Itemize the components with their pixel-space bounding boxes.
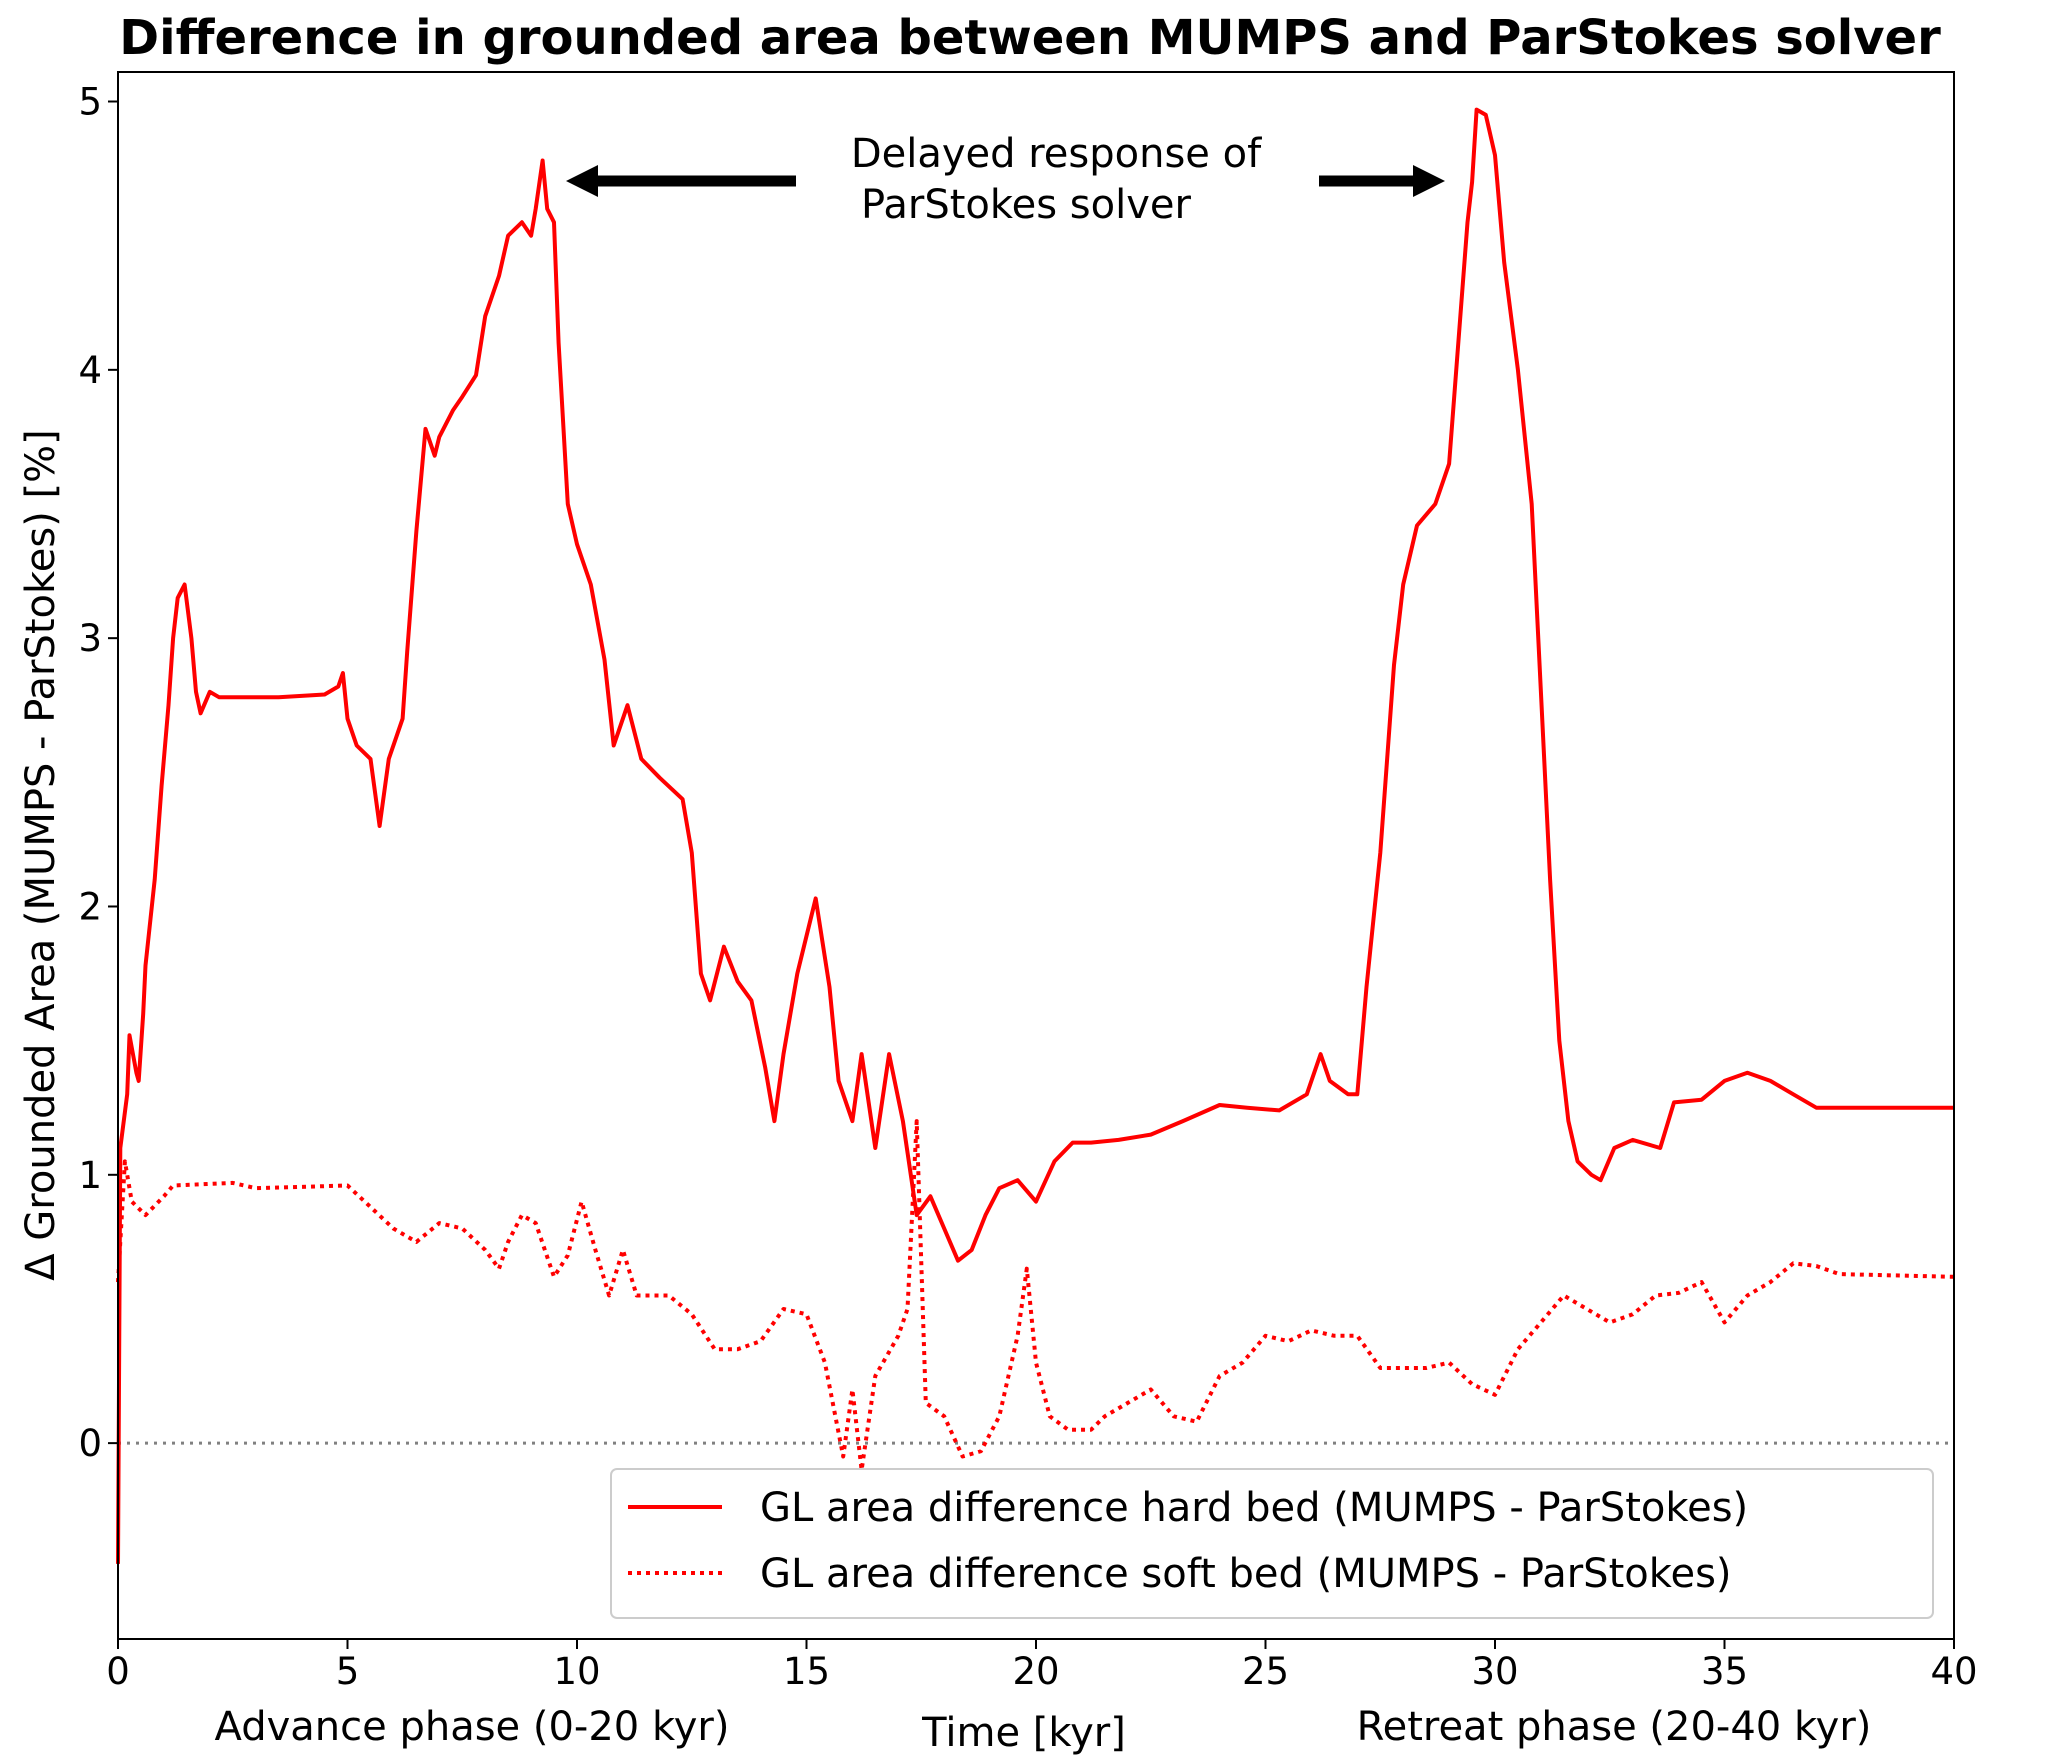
annotation-arrow-left: [566, 165, 796, 197]
x-tick-label: 5: [336, 1650, 360, 1693]
chart-title: Difference in grounded area between MUMP…: [119, 10, 1941, 66]
x-tick-label: 10: [553, 1650, 600, 1693]
retreat-phase-label: Retreat phase (20-40 kyr): [1357, 1704, 1872, 1750]
y-tick-label: 4: [78, 349, 102, 392]
advance-phase-label: Advance phase (0-20 kyr): [215, 1704, 730, 1750]
plot-area: [116, 107, 1955, 1564]
annotation-arrow-right: [1319, 165, 1445, 197]
y-tick-label: 2: [78, 885, 102, 928]
x-tick-label: 25: [1242, 1650, 1289, 1693]
x-axis-label: Time [kyr]: [921, 1710, 1126, 1756]
x-tick-label: 15: [783, 1650, 830, 1693]
y-tick-label: 5: [78, 81, 102, 124]
axes-frame: [117, 71, 1955, 1640]
x-tick-label: 0: [106, 1650, 130, 1693]
x-tick-label: 30: [1471, 1650, 1518, 1693]
y-axis: 0 1 2 3 4 5: [78, 81, 118, 1465]
legend-label-hard-bed: GL area difference hard bed (MUMPS - Par…: [760, 1485, 1748, 1531]
y-tick-label: 1: [78, 1154, 102, 1197]
x-tick-label: 40: [1930, 1650, 1977, 1693]
x-tick-label: 35: [1701, 1650, 1748, 1693]
y-tick-label: 0: [78, 1422, 102, 1465]
y-axis-label: Δ Grounded Area (MUMPS - ParStokes) [%]: [18, 429, 64, 1281]
y-tick-label: 3: [78, 617, 102, 660]
legend-label-soft-bed: GL area difference soft bed (MUMPS - Par…: [760, 1551, 1732, 1597]
annotation-line2: ParStokes solver: [861, 182, 1191, 228]
series-line-hard-bed: [116, 107, 1954, 1564]
annotation-line1: Delayed response of: [851, 131, 1262, 177]
x-axis: 0 5 10 15 20 25 30 35 40: [106, 1639, 1978, 1693]
legend: GL area difference hard bed (MUMPS - Par…: [610, 1468, 1934, 1619]
x-tick-label: 20: [1012, 1650, 1059, 1693]
series-line-soft-bed: [116, 1119, 1955, 1472]
